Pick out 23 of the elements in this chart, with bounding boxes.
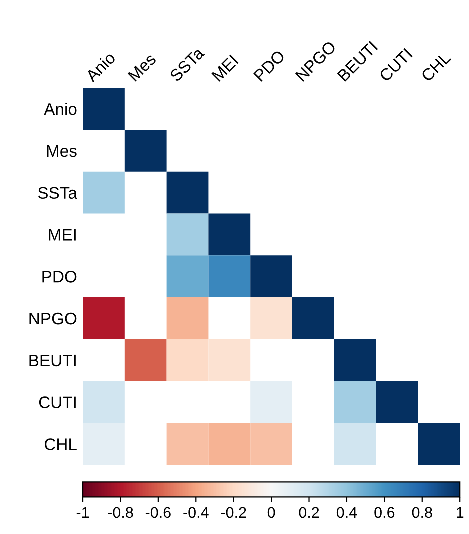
y-tick-label: Mes	[47, 146, 77, 158]
y-tick-label: PDO	[42, 271, 77, 283]
x-tick-label: CHL	[420, 51, 452, 82]
color-bar-label: 0.4	[336, 507, 358, 518]
color-bar-label: -0.6	[146, 507, 171, 518]
y-tick-label: NPGO	[30, 312, 77, 325]
y-tick-label: SSTa	[38, 187, 78, 200]
x-tick-label: Mes	[128, 52, 157, 82]
color-bar-label: -0.8	[108, 507, 134, 518]
y-tick-label: CHL	[44, 438, 77, 450]
color-bar-label: -0.4	[184, 507, 209, 518]
y-tick-label: CUTI	[39, 396, 76, 408]
color-bar-label: 0	[268, 507, 276, 518]
color-bar-label: 0.2	[299, 507, 320, 518]
y-tick-label: MEI	[49, 229, 76, 241]
color-bar-label: -1	[76, 507, 90, 518]
color-bar-label: -0.2	[221, 507, 246, 518]
color-bar-label: 0.8	[412, 507, 432, 518]
y-tick-label: Anio	[44, 103, 77, 116]
y-tick-label: BEUTI	[30, 354, 76, 367]
color-bar-label: 1	[457, 507, 464, 518]
color-bar-label: 0.6	[374, 507, 395, 518]
x-tick-label: MEI	[212, 54, 239, 82]
